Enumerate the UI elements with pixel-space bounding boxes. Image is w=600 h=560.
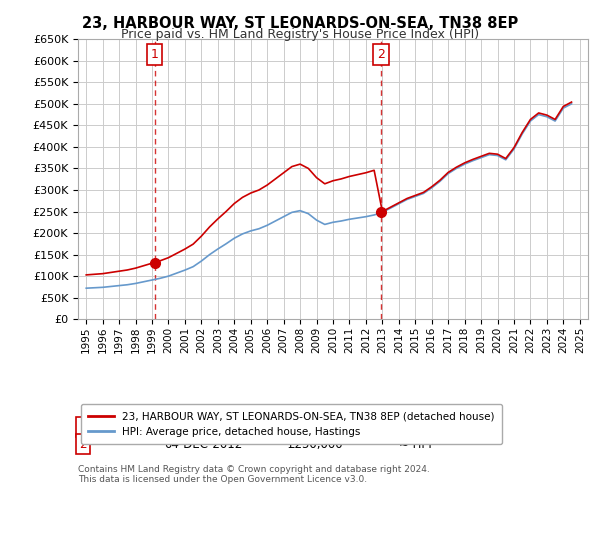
Text: 23, HARBOUR WAY, ST LEONARDS-ON-SEA, TN38 8EP: 23, HARBOUR WAY, ST LEONARDS-ON-SEA, TN3…	[82, 16, 518, 31]
Text: Contains HM Land Registry data © Crown copyright and database right 2024.
This d: Contains HM Land Registry data © Crown c…	[78, 464, 430, 484]
Text: 2: 2	[79, 438, 87, 451]
Text: Price paid vs. HM Land Registry's House Price Index (HPI): Price paid vs. HM Land Registry's House …	[121, 28, 479, 41]
Text: 04-DEC-2012: 04-DEC-2012	[164, 438, 243, 451]
Text: 26-FEB-1999: 26-FEB-1999	[164, 421, 241, 433]
Text: ≈ HPI: ≈ HPI	[400, 438, 432, 451]
Text: 1: 1	[79, 421, 87, 433]
Legend: 23, HARBOUR WAY, ST LEONARDS-ON-SEA, TN38 8EP (detached house), HPI: Average pri: 23, HARBOUR WAY, ST LEONARDS-ON-SEA, TN3…	[80, 404, 502, 444]
Text: 38% ↑ HPI: 38% ↑ HPI	[400, 421, 461, 433]
Text: 1: 1	[151, 48, 158, 61]
Text: £250,000: £250,000	[287, 438, 343, 451]
Text: £130,000: £130,000	[287, 421, 343, 433]
Text: 2: 2	[377, 48, 385, 61]
